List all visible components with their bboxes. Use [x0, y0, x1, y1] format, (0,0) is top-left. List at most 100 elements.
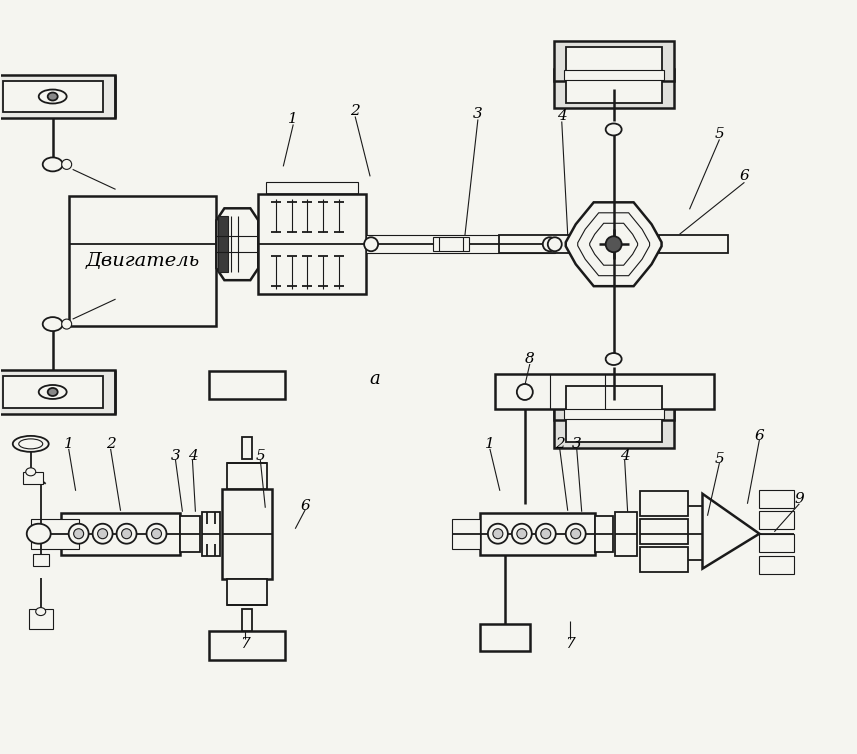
Bar: [499, 235, 569, 253]
Bar: [639, 491, 687, 516]
Bar: [554, 380, 674, 420]
Ellipse shape: [548, 238, 561, 251]
Text: 1: 1: [63, 437, 74, 451]
Bar: [227, 578, 267, 605]
Text: 3: 3: [473, 108, 482, 121]
Ellipse shape: [147, 524, 166, 544]
Bar: [267, 182, 358, 195]
Ellipse shape: [536, 524, 556, 544]
Bar: [3, 81, 103, 112]
Bar: [31, 519, 79, 549]
Bar: [219, 216, 228, 272]
Ellipse shape: [122, 529, 131, 538]
Ellipse shape: [26, 467, 36, 476]
Bar: [33, 553, 49, 566]
Ellipse shape: [93, 524, 112, 544]
Text: 4: 4: [188, 449, 197, 463]
Bar: [759, 510, 794, 529]
Text: 5: 5: [715, 127, 724, 142]
Bar: [759, 556, 794, 574]
Polygon shape: [590, 223, 638, 265]
Bar: [759, 534, 794, 552]
Ellipse shape: [571, 529, 581, 538]
Ellipse shape: [517, 384, 533, 400]
Text: 1: 1: [485, 437, 494, 451]
Bar: [366, 235, 554, 253]
Bar: [480, 513, 595, 555]
Bar: [69, 196, 216, 326]
Bar: [209, 630, 285, 661]
Ellipse shape: [48, 93, 57, 100]
Bar: [222, 489, 273, 578]
Ellipse shape: [69, 524, 88, 544]
Bar: [639, 547, 687, 572]
Bar: [209, 371, 285, 399]
Bar: [566, 414, 662, 442]
Bar: [452, 519, 480, 549]
Bar: [61, 513, 181, 555]
Text: 2: 2: [554, 437, 565, 451]
Bar: [554, 408, 674, 448]
Ellipse shape: [13, 436, 49, 452]
Bar: [29, 608, 52, 629]
Polygon shape: [216, 208, 258, 280]
Ellipse shape: [98, 529, 108, 538]
Ellipse shape: [36, 608, 45, 615]
Text: а: а: [369, 370, 381, 388]
Bar: [227, 463, 267, 489]
Bar: [243, 437, 252, 459]
Ellipse shape: [542, 238, 557, 251]
Ellipse shape: [19, 439, 43, 449]
Text: 4: 4: [557, 109, 566, 124]
Bar: [0, 370, 115, 414]
Ellipse shape: [74, 529, 84, 538]
Bar: [564, 69, 663, 80]
Ellipse shape: [512, 524, 532, 544]
Polygon shape: [566, 202, 662, 287]
Text: 9: 9: [794, 492, 804, 506]
Ellipse shape: [606, 124, 621, 136]
Ellipse shape: [152, 529, 161, 538]
Bar: [433, 238, 469, 251]
Ellipse shape: [62, 319, 72, 329]
Text: 7: 7: [565, 636, 574, 651]
Bar: [759, 490, 794, 507]
Bar: [23, 472, 43, 484]
Bar: [3, 376, 103, 408]
Ellipse shape: [43, 317, 63, 331]
Text: 8: 8: [525, 352, 535, 366]
Bar: [554, 41, 674, 81]
Ellipse shape: [517, 529, 527, 538]
Text: 6: 6: [740, 170, 749, 183]
Bar: [639, 519, 687, 544]
Bar: [480, 624, 530, 651]
Bar: [243, 608, 252, 630]
Text: 2: 2: [105, 437, 116, 451]
Ellipse shape: [606, 353, 621, 365]
Text: 7: 7: [241, 636, 250, 651]
Bar: [202, 512, 220, 556]
Ellipse shape: [39, 90, 67, 103]
Bar: [566, 75, 662, 103]
Ellipse shape: [39, 385, 67, 399]
Polygon shape: [578, 213, 650, 276]
Polygon shape: [703, 494, 759, 569]
Ellipse shape: [364, 238, 378, 251]
Ellipse shape: [117, 524, 136, 544]
Ellipse shape: [566, 524, 585, 544]
Bar: [554, 69, 674, 109]
Text: 3: 3: [171, 449, 180, 463]
Ellipse shape: [541, 529, 551, 538]
Bar: [0, 75, 115, 118]
Text: Двигатель: Двигатель: [86, 253, 200, 270]
Bar: [614, 512, 637, 556]
Ellipse shape: [493, 529, 503, 538]
Bar: [564, 409, 663, 419]
Text: 3: 3: [572, 437, 582, 451]
Ellipse shape: [27, 524, 51, 544]
Text: 1: 1: [288, 112, 298, 127]
Ellipse shape: [62, 159, 72, 170]
Text: 2: 2: [351, 105, 360, 118]
Text: 5: 5: [255, 449, 265, 463]
Text: 4: 4: [620, 449, 630, 463]
